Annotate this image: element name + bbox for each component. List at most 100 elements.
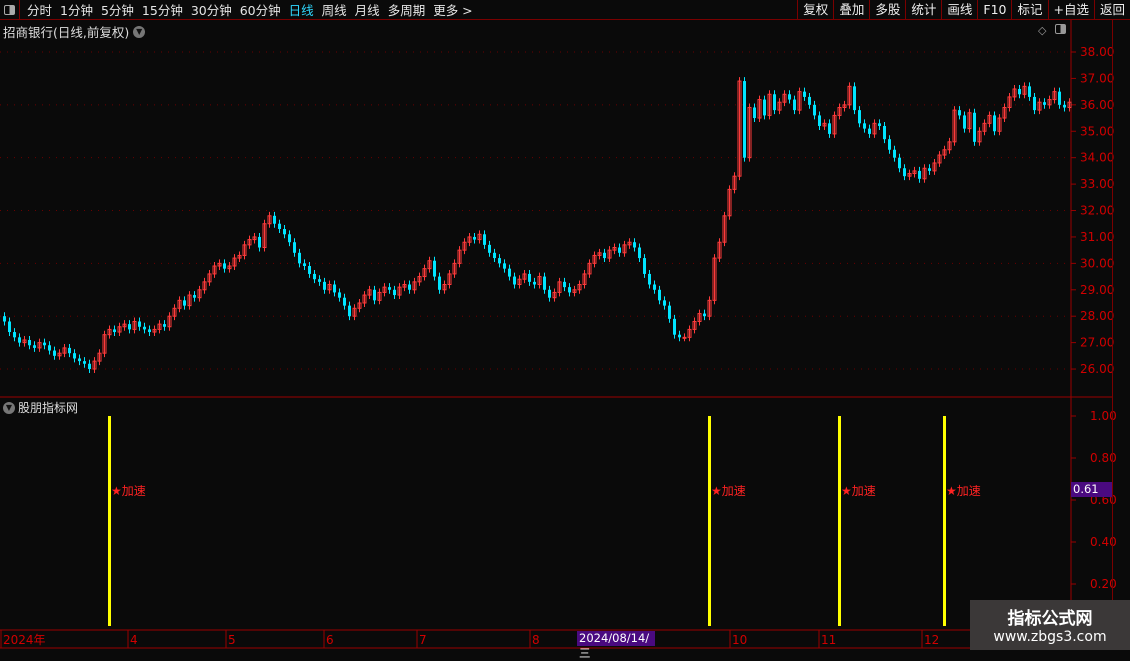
candle-body bbox=[773, 94, 776, 111]
watermark-url: www.zbgs3.com bbox=[993, 629, 1107, 645]
candle-body bbox=[528, 273, 531, 282]
candle-body bbox=[97, 352, 102, 362]
candle-body bbox=[703, 313, 706, 317]
candle-body bbox=[33, 345, 36, 348]
candle-body bbox=[537, 276, 542, 285]
toolbar-button[interactable]: 统计 bbox=[905, 0, 941, 20]
candle-body bbox=[483, 234, 486, 245]
candle-body bbox=[863, 123, 866, 129]
toolbar-button[interactable]: F10 bbox=[977, 0, 1011, 20]
candle-body bbox=[557, 281, 562, 293]
candle-body bbox=[638, 247, 641, 259]
candle-body bbox=[568, 287, 571, 293]
candle-body bbox=[898, 157, 901, 169]
period-tab[interactable]: 周线 bbox=[321, 3, 347, 18]
date-axis-label: 4 bbox=[130, 633, 138, 647]
candle-body bbox=[757, 99, 762, 119]
toolbar-button[interactable]: 标记 bbox=[1011, 0, 1047, 20]
candle-body bbox=[288, 234, 291, 243]
candle-body bbox=[1067, 101, 1072, 108]
candle-body bbox=[157, 323, 162, 330]
candle-body bbox=[883, 125, 886, 140]
date-axis-label: 11 bbox=[821, 633, 836, 647]
price-axis-label: 26.00 bbox=[1080, 362, 1114, 376]
period-tab[interactable]: 更多 > bbox=[433, 3, 473, 18]
period-tab[interactable]: 日线 bbox=[288, 3, 314, 18]
price-axis-label: 38.00 bbox=[1080, 45, 1114, 59]
chevron-down-icon[interactable]: ▼ bbox=[3, 401, 15, 414]
period-tab[interactable]: 5分钟 bbox=[100, 3, 134, 18]
period-toolbar: 分时 1分钟 5分钟 15分钟 30分钟 60分钟 日线 周线 月线 多周期 更多 > 复权 叠加 多股… bbox=[0, 0, 1130, 20]
candle-body bbox=[682, 336, 687, 339]
candle-body bbox=[763, 99, 766, 116]
candle-body bbox=[57, 352, 62, 357]
period-tab[interactable]: 分时 bbox=[27, 3, 53, 18]
candle-body bbox=[348, 305, 351, 317]
candle-body bbox=[592, 254, 597, 264]
candle-body bbox=[207, 273, 212, 283]
candle-body bbox=[903, 168, 906, 177]
toolbar-button[interactable]: 画线 bbox=[941, 0, 977, 20]
candle-body bbox=[433, 260, 436, 277]
candle-body bbox=[517, 278, 522, 285]
candle-body bbox=[498, 258, 501, 264]
candle-body bbox=[373, 289, 376, 301]
candle-body bbox=[707, 299, 712, 317]
candle-body bbox=[793, 99, 796, 111]
candle-body bbox=[422, 268, 427, 278]
candle-body bbox=[132, 320, 137, 330]
period-tab[interactable]: 多周期 bbox=[387, 3, 426, 18]
candle-body bbox=[202, 281, 207, 291]
toolbar-button[interactable]: 叠加 bbox=[833, 0, 869, 20]
toolbar-button[interactable]: 多股 bbox=[869, 0, 905, 20]
layout-toggle-button[interactable] bbox=[0, 0, 20, 20]
candle-body bbox=[138, 321, 141, 327]
candle-body bbox=[818, 115, 821, 126]
period-tab[interactable]: 1分钟 bbox=[60, 3, 93, 18]
price-axis-label: 37.00 bbox=[1080, 71, 1114, 85]
diamond-icon[interactable]: ◇ bbox=[1038, 24, 1047, 37]
toolbar-button[interactable]: +自选 bbox=[1047, 0, 1094, 20]
period-tab[interactable]: 月线 bbox=[354, 3, 380, 18]
candle-body bbox=[318, 279, 321, 282]
period-tab[interactable]: 60分钟 bbox=[239, 3, 281, 18]
candle-body bbox=[743, 81, 746, 158]
candle-body bbox=[107, 328, 112, 336]
candle-body bbox=[847, 85, 852, 106]
price-axis-label: 36.00 bbox=[1080, 98, 1114, 112]
candle-body bbox=[352, 307, 357, 317]
candle-body bbox=[427, 260, 432, 270]
candle-body bbox=[832, 114, 837, 135]
candle-body bbox=[1022, 85, 1027, 95]
toolbar-button[interactable]: 返回 bbox=[1093, 0, 1130, 20]
layout-icon bbox=[4, 4, 15, 15]
date-axis-label: 10 bbox=[732, 633, 747, 647]
period-tab[interactable]: 30分钟 bbox=[190, 3, 232, 18]
candle-body bbox=[1002, 106, 1007, 119]
candle-body bbox=[1037, 101, 1042, 111]
signal-label: ★加速 bbox=[711, 484, 746, 498]
candle-body bbox=[252, 236, 257, 241]
date-axis-label: 12 bbox=[924, 633, 939, 647]
toolbar-button[interactable]: 复权 bbox=[797, 0, 833, 20]
candle-body bbox=[697, 313, 702, 322]
candle-body bbox=[692, 320, 697, 330]
candle-body bbox=[513, 276, 516, 285]
candle-body bbox=[382, 286, 387, 293]
candle-body bbox=[48, 345, 51, 351]
candle-body bbox=[92, 360, 97, 370]
candle-body bbox=[712, 257, 717, 301]
indicator-value-badge: 0.61 bbox=[1071, 482, 1112, 497]
layout-icon[interactable] bbox=[1055, 24, 1066, 34]
candle-body bbox=[653, 284, 656, 290]
candle-body bbox=[122, 323, 127, 328]
signal-label: ★加速 bbox=[841, 484, 876, 498]
period-tab[interactable]: 15分钟 bbox=[141, 3, 183, 18]
candle-body bbox=[8, 321, 11, 333]
chevron-down-icon[interactable]: ▼ bbox=[133, 25, 146, 38]
date-axis-label: 2024年 bbox=[3, 633, 46, 647]
candle-body bbox=[193, 295, 196, 298]
candle-body bbox=[167, 315, 172, 328]
candle-body bbox=[452, 262, 457, 275]
